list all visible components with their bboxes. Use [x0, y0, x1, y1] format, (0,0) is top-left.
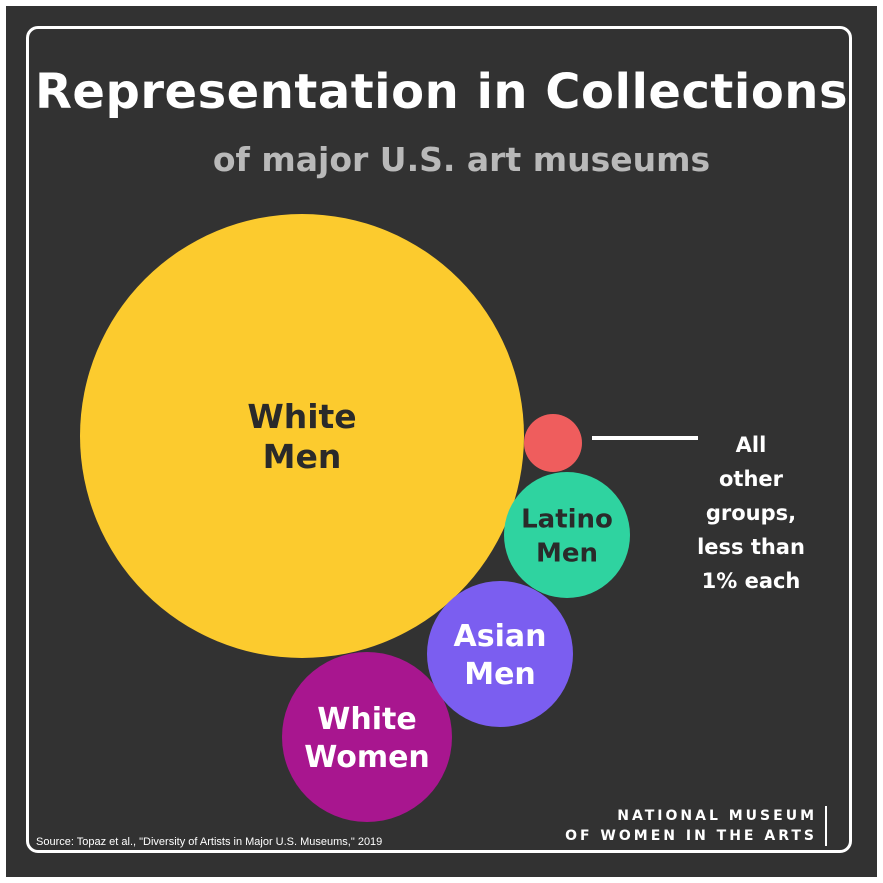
logo-line: OF WOMEN IN THE ARTS: [565, 828, 817, 844]
white-women-label: White: [317, 702, 416, 737]
annotation-line: less than: [697, 535, 805, 559]
annotation-line: All: [735, 433, 767, 457]
chart-title: Representation in Collections: [34, 64, 849, 120]
annotation-leader-line: [592, 436, 698, 440]
latino-men-bubble: [504, 472, 630, 598]
annotation-line: groups,: [705, 501, 797, 525]
other-groups-annotation: All other groups, less than 1% each: [688, 428, 814, 598]
annotation-line: other: [718, 467, 783, 491]
all-other-groups-bubble: [524, 414, 582, 472]
latino-men-label: Latino: [521, 504, 613, 534]
asian-men-bubble: [427, 581, 573, 727]
white-men-label: Men: [263, 437, 342, 476]
white-men-bubble: [80, 214, 524, 658]
asian-men-label: Men: [464, 657, 536, 692]
nmwa-logo: NATIONAL MUSEUM OF WOMEN IN THE ARTS: [565, 806, 827, 846]
chart-subtitle: of major U.S. art museums: [212, 140, 711, 179]
frame-border: [26, 26, 852, 853]
logo-line: NATIONAL MUSEUM: [617, 808, 817, 824]
white-women-bubble: [282, 652, 452, 822]
annotation-line: 1% each: [701, 569, 801, 593]
white-men-label: White: [247, 397, 356, 436]
source-note: Source: Topaz et al., "Diversity of Arti…: [36, 836, 383, 848]
latino-men-label: Men: [536, 538, 598, 568]
asian-men-label: Asian: [454, 619, 547, 654]
white-women-label: Women: [304, 740, 430, 775]
